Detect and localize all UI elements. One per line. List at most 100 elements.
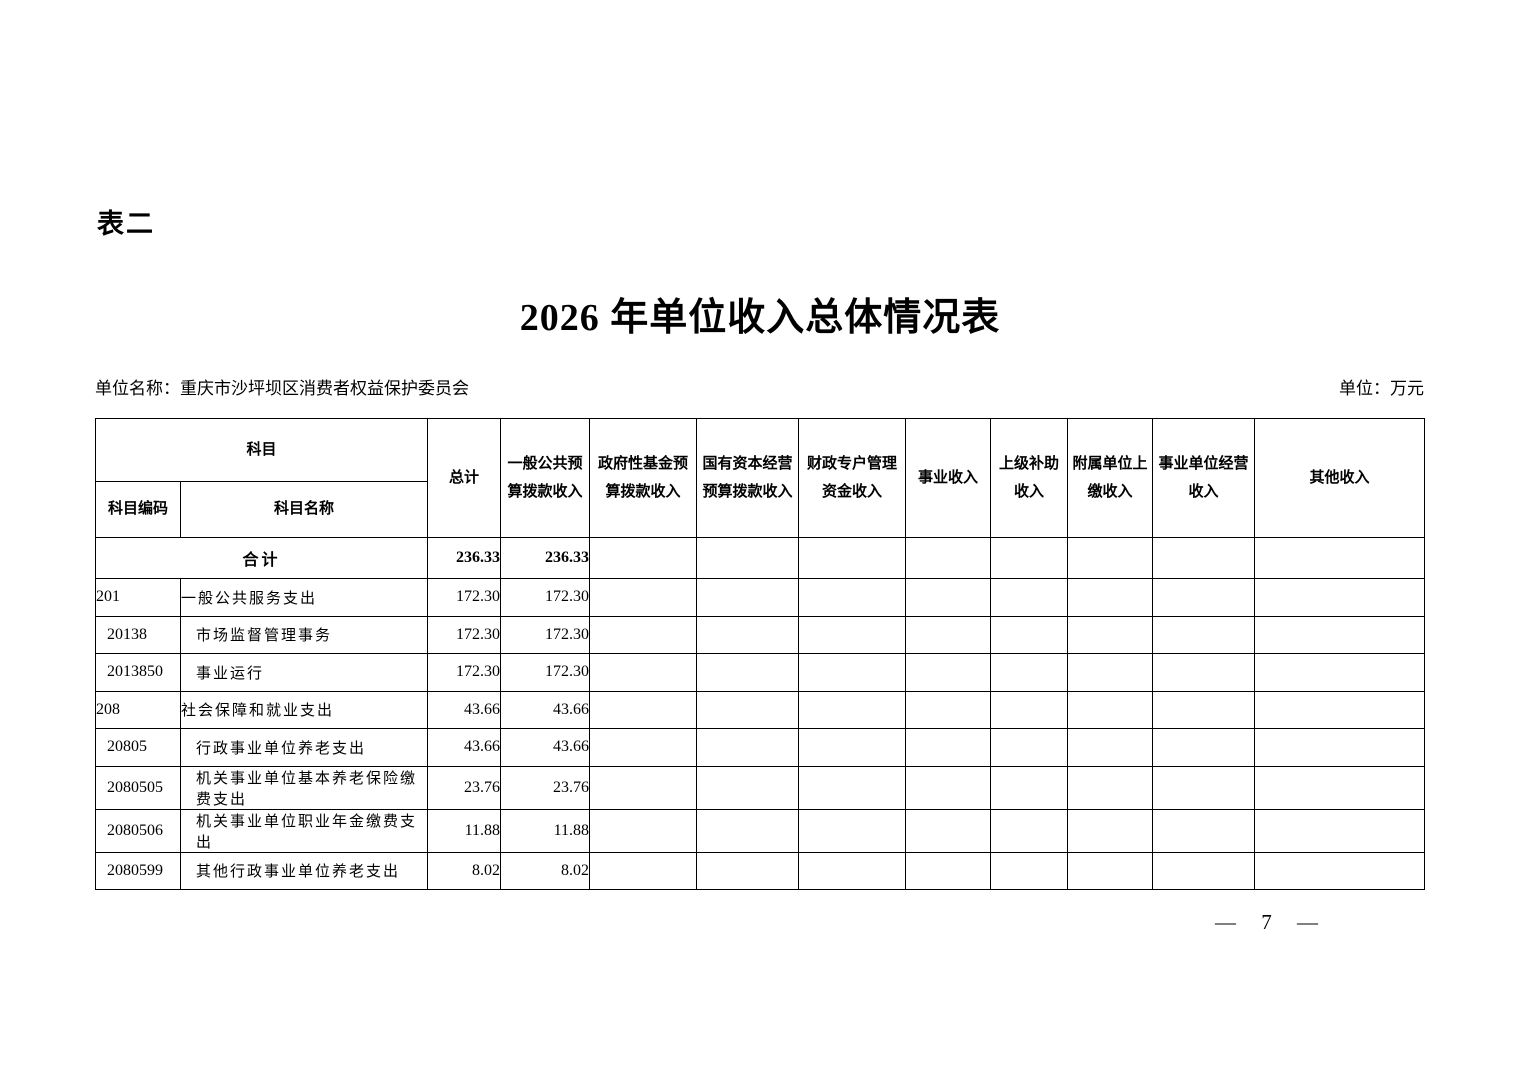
row-value	[990, 851, 1069, 890]
row-code: 208	[95, 690, 181, 729]
table-row: 20138 市场监督管理事务 172.30 172.30	[95, 615, 1426, 654]
row-value	[1152, 851, 1256, 890]
column-header: 总计	[427, 418, 502, 538]
row-value	[798, 690, 907, 729]
row-value	[589, 728, 698, 767]
page-title: 2026 年单位收入总体情况表	[519, 297, 1001, 339]
column-header: 事业单位经营 收入	[1152, 418, 1256, 538]
unit-name-label: 单位名称：重庆市沙坪坝区消费者权益保护委员会	[95, 379, 469, 398]
row-value	[798, 728, 907, 767]
total-value	[696, 537, 800, 579]
row-value	[589, 653, 698, 692]
page-number: — 7 —	[1215, 910, 1321, 934]
row-code: 2080506	[95, 808, 181, 853]
total-value	[990, 537, 1069, 579]
row-value	[696, 578, 800, 617]
row-value	[1254, 690, 1426, 729]
row-code: 2013850	[95, 653, 181, 692]
column-header: 国有资本经营 预算拨款收入	[696, 418, 800, 538]
row-code: 2080599	[95, 851, 181, 890]
row-code: 201	[95, 578, 181, 617]
table-row: 208 社会保障和就业支出 43.66 43.66	[95, 690, 1426, 729]
total-value: 236.33	[427, 537, 502, 579]
row-value	[1067, 615, 1154, 654]
row-name: 其他行政事业单位养老支出	[179, 851, 429, 890]
row-value: 8.02	[500, 851, 591, 890]
row-value	[1067, 808, 1154, 853]
header-subject-code: 科目编码	[95, 481, 181, 538]
row-value	[990, 653, 1069, 692]
row-name: 社会保障和就业支出	[179, 690, 429, 729]
row-value	[1067, 851, 1154, 890]
row-code: 20138	[95, 615, 181, 654]
row-value	[1152, 690, 1256, 729]
row-value	[696, 851, 800, 890]
column-header: 其他收入	[1254, 418, 1426, 538]
row-value	[1152, 808, 1256, 853]
income-table-header: 科目 总计 一般公共预 算拨款收入 政府性基金预 算拨款收入 国有资本经营 预算拨款收入…	[94, 418, 1426, 538]
row-value: 172.30	[427, 578, 502, 617]
row-value	[1254, 765, 1426, 810]
row-value	[990, 690, 1069, 729]
row-value	[1067, 653, 1154, 692]
row-value	[1152, 765, 1256, 810]
total-value	[798, 537, 907, 579]
column-header: 附属单位上 缴收入	[1067, 418, 1154, 538]
row-value	[1067, 690, 1154, 729]
row-value: 43.66	[500, 728, 591, 767]
row-value	[990, 615, 1069, 654]
row-value: 8.02	[427, 851, 502, 890]
row-value	[1067, 728, 1154, 767]
row-value: 11.88	[500, 808, 591, 853]
column-header: 事业收入	[905, 418, 992, 538]
header-subject: 科目	[94, 418, 429, 482]
row-value	[1254, 653, 1426, 692]
row-value: 43.66	[427, 690, 502, 729]
total-label: 合计	[94, 537, 429, 579]
row-value	[589, 765, 698, 810]
row-code: 2080505	[95, 765, 181, 810]
row-value	[1152, 728, 1256, 767]
total-value	[589, 537, 698, 579]
row-name: 机关事业单位基本养老保险缴费支出	[179, 765, 429, 810]
row-value	[589, 851, 698, 890]
row-value	[798, 851, 907, 890]
income-table-body: 合计 236.33 236.33 201 一般公共服务支出 172.30 172.30 201…	[94, 537, 1426, 890]
row-value	[696, 808, 800, 853]
column-header: 一般公共预 算拨款收入	[500, 418, 591, 538]
row-value	[990, 578, 1069, 617]
row-value	[696, 690, 800, 729]
row-value	[798, 578, 907, 617]
column-header: 上级补助 收入	[990, 418, 1069, 538]
row-value	[1152, 615, 1256, 654]
row-value	[798, 653, 907, 692]
row-value: 43.66	[500, 690, 591, 729]
total-value	[1254, 537, 1426, 579]
row-name: 行政事业单位养老支出	[179, 728, 429, 767]
row-value	[905, 690, 992, 729]
total-value: 236.33	[500, 537, 591, 579]
unit-of-measure-label: 单位：万元	[1339, 379, 1424, 398]
table-row: 201 一般公共服务支出 172.30 172.30	[95, 578, 1426, 617]
row-value	[696, 728, 800, 767]
table-row: 2080505 机关事业单位基本养老保险缴费支出 23.76 23.76	[95, 765, 1426, 810]
row-value	[696, 653, 800, 692]
row-value	[696, 615, 800, 654]
row-value	[1152, 578, 1256, 617]
row-value: 172.30	[500, 578, 591, 617]
row-name: 机关事业单位职业年金缴费支出	[179, 808, 429, 853]
row-value	[905, 765, 992, 810]
row-value	[589, 690, 698, 729]
row-value	[1254, 615, 1426, 654]
table-row: 2080599 其他行政事业单位养老支出 8.02 8.02	[95, 851, 1426, 890]
table-row: 2080506 机关事业单位职业年金缴费支出 11.88 11.88	[95, 808, 1426, 853]
row-value: 172.30	[427, 653, 502, 692]
table-meta-row: 单位名称：重庆市沙坪坝区消费者权益保护委员会 单位：万元	[95, 374, 1424, 399]
row-value	[1152, 653, 1256, 692]
row-value	[798, 615, 907, 654]
income-table: 科目 总计 一般公共预 算拨款收入 政府性基金预 算拨款收入 国有资本经营 预算拨款收入…	[94, 418, 1426, 890]
column-header: 政府性基金预 算拨款收入	[589, 418, 698, 538]
table-label: 表二	[97, 209, 155, 239]
row-value	[798, 808, 907, 853]
